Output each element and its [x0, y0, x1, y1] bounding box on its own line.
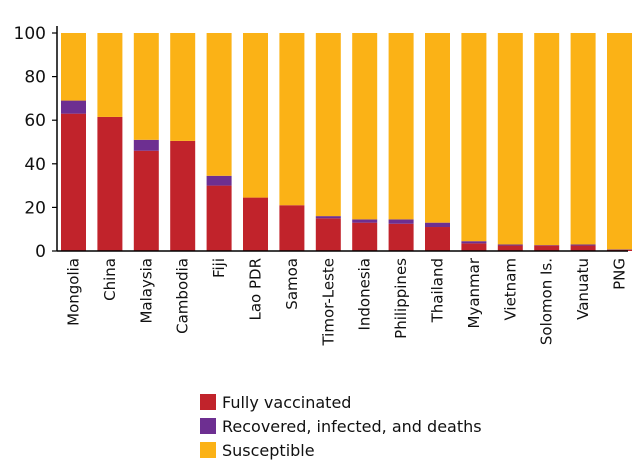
x-tick-label: Thailand — [429, 258, 447, 323]
bar-segment-4-0 — [206, 185, 232, 251]
bar-segment-0-2 — [61, 33, 86, 101]
legend-label: Fully vaccinated — [222, 392, 352, 412]
bar-segment-1-0 — [97, 116, 123, 252]
y-tick-label: 100 — [14, 24, 46, 44]
bar-segment-9-0 — [388, 223, 414, 251]
x-tick-label: Myanmar — [465, 257, 483, 328]
bar-segment-10-1 — [425, 222, 450, 228]
bar-segment-2-1 — [133, 139, 159, 151]
x-tick-label: Vietnam — [501, 258, 519, 321]
bars-group — [61, 33, 632, 252]
legend-label: Recovered, infected, and deaths — [222, 416, 482, 436]
bar-segment-5-0 — [243, 197, 268, 251]
x-tick-label: China — [101, 258, 119, 301]
x-tick-label: Vanuatu — [574, 258, 592, 320]
bar-segment-14-2 — [570, 33, 596, 245]
bar-segment-7-1 — [315, 216, 341, 219]
bar-segment-11-0 — [461, 243, 487, 251]
bar-segment-5-2 — [243, 33, 268, 198]
bar-segment-0-1 — [61, 100, 86, 114]
bar-segment-3-2 — [170, 33, 196, 141]
bar-segment-15-2 — [607, 33, 632, 250]
bar-segment-0-0 — [61, 113, 86, 251]
bar-segment-8-0 — [352, 222, 378, 251]
x-tick-label: Fiji — [210, 258, 228, 278]
bar-segment-8-2 — [352, 33, 378, 220]
bar-segment-1-2 — [97, 33, 123, 117]
bar-segment-2-0 — [133, 150, 159, 251]
y-tick-label: 80 — [24, 68, 46, 88]
legend-item: Fully vaccinated — [200, 390, 482, 414]
x-tick-label: Mongolia — [65, 258, 83, 326]
bar-segment-6-2 — [279, 33, 305, 206]
bar-segment-3-0 — [170, 140, 196, 251]
y-tick-label: 60 — [24, 111, 46, 131]
legend-item: Recovered, infected, and deaths — [200, 414, 482, 438]
bar-segment-8-1 — [352, 219, 378, 223]
legend-swatch — [200, 394, 216, 410]
bar-segment-7-2 — [315, 33, 341, 217]
x-tick-label: Philippines — [392, 258, 410, 339]
x-tick-label: Samoa — [283, 258, 301, 310]
y-tick-label: 20 — [24, 198, 46, 218]
y-axis-ticks: 0 20 40 60 80 100 — [14, 24, 57, 262]
bar-segment-13-2 — [534, 33, 560, 246]
bar-segment-11-2 — [461, 33, 487, 242]
bar-segment-9-1 — [388, 219, 414, 224]
legend-item: Susceptible — [200, 438, 482, 462]
bar-segment-11-1 — [461, 241, 487, 244]
x-tick-label: Lao PDR — [247, 258, 265, 321]
bar-segment-9-2 — [388, 33, 414, 220]
bar-segment-13-0 — [534, 245, 560, 251]
x-tick-label: Indonesia — [356, 258, 374, 331]
legend-label: Susceptible — [222, 440, 315, 460]
x-tick-label: Cambodia — [174, 258, 192, 334]
bar-segment-14-1 — [570, 244, 596, 246]
bar-segment-12-2 — [497, 33, 523, 245]
bar-segment-10-0 — [425, 227, 450, 251]
y-tick-label: 40 — [24, 155, 46, 175]
bar-segment-14-0 — [570, 245, 596, 251]
bar-segment-12-1 — [497, 244, 523, 246]
bar-segment-6-0 — [279, 205, 305, 251]
legend-swatch — [200, 442, 216, 458]
bar-segment-7-0 — [315, 218, 341, 251]
legend: Fully vaccinated Recovered, infected, and… — [200, 390, 482, 462]
legend-swatch — [200, 418, 216, 434]
bar-segment-12-0 — [497, 245, 523, 251]
x-tick-label: Solomon Is. — [538, 258, 556, 345]
bar-segment-4-1 — [206, 175, 232, 186]
x-tick-label: Malaysia — [137, 258, 155, 324]
bar-segment-10-2 — [425, 33, 450, 223]
bar-segment-2-2 — [133, 33, 159, 140]
x-axis-labels: Mongolia China Malaysia Cambodia Fiji Lao PDR… — [65, 257, 629, 346]
stacked-bar-chart: 0 20 40 60 80 100 Mongolia China Malaysia Cambod… — [14, 24, 632, 347]
bar-segment-4-2 — [206, 33, 232, 176]
y-tick-label: 0 — [35, 242, 46, 262]
x-tick-label: Timor-Leste — [319, 258, 337, 347]
x-tick-label: PNG — [611, 258, 629, 290]
